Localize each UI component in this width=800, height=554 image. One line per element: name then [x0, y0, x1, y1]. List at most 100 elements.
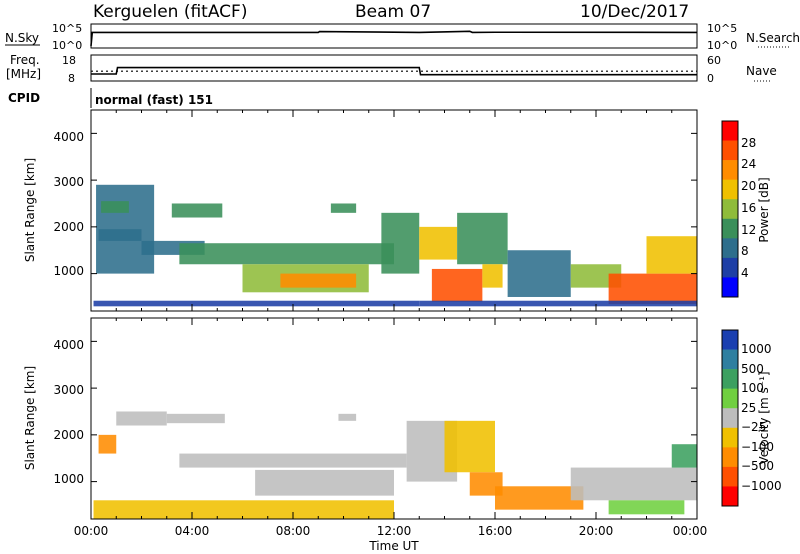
- velocity-scale-tick-m25: −25: [741, 420, 766, 434]
- nsky-tick-bottom: 10^0: [52, 39, 82, 52]
- freq-panel: Freq. [MHz] 18 8 60 0 Nave: [6, 53, 777, 85]
- freq-tick-top: 18: [62, 54, 76, 67]
- power-region-0: [93, 300, 420, 307]
- velocity-colorbar-step-3: [722, 388, 738, 409]
- x-axis-label: Time UT: [368, 539, 419, 553]
- power-region-13: [457, 212, 508, 265]
- power-ytick-4000: 4000: [53, 130, 84, 144]
- freq-label-1: Freq.: [10, 53, 40, 67]
- velocity-region-3: [166, 413, 225, 424]
- power-colorbar-step-4: [722, 199, 738, 220]
- velocity-colorbar-step-0: [722, 330, 738, 350]
- velocity-region-1: [98, 434, 117, 454]
- power-colorbar-step-7: [722, 257, 738, 278]
- power-region-19: [419, 300, 697, 307]
- power-region-11: [419, 226, 458, 260]
- nsearch-tick-top: 10^5: [707, 22, 737, 35]
- xtick-0400: 04:00: [175, 524, 210, 538]
- date-title: 10/Dec/2017: [580, 2, 689, 22]
- power-scale-tick-16: 16: [741, 201, 756, 215]
- velocity-region-5: [255, 469, 394, 496]
- power-ytick-1000: 1000: [53, 264, 84, 278]
- power-scale-tick-8: 8: [741, 244, 749, 258]
- velocity-ytick-4000: 4000: [53, 338, 84, 352]
- power-ytick-2000: 2000: [53, 220, 84, 234]
- power-scale-tick-24: 24: [741, 157, 756, 171]
- velocity-scale-tick-1000: 1000: [741, 342, 772, 356]
- velocity-scale-tick-500: 500: [741, 362, 764, 376]
- velocity-region-6: [338, 413, 357, 421]
- power-region-5: [171, 203, 223, 218]
- velocity-ylabel: Slant Range [km]: [23, 366, 37, 470]
- velocity-region-11: [570, 467, 697, 501]
- velocity-region-9: [469, 472, 503, 496]
- velocity-region-13: [671, 444, 697, 468]
- freq-label-2: [MHz]: [6, 67, 41, 81]
- power-region-2: [101, 201, 129, 213]
- station-title: Kerguelen (fitACF): [93, 2, 247, 22]
- power-ylabel: Slant Range [km]: [23, 158, 37, 262]
- velocity-scale-tick-m1000: −1000: [741, 479, 782, 493]
- nsearch-label: N.Search: [746, 31, 800, 45]
- power-scale-tick-12: 12: [741, 223, 756, 237]
- velocity-region-2: [116, 411, 167, 426]
- power-region-12: [431, 268, 483, 302]
- velocity-panel: Slant Range [km] 1000 2000 3000 4000: [23, 317, 698, 520]
- nave-tick-bottom: 0: [707, 72, 714, 85]
- beam-title: Beam 07: [355, 2, 431, 22]
- velocity-region-12: [608, 500, 685, 515]
- velocity-colorbar-step-4: [722, 408, 738, 429]
- velocity-region-8: [444, 420, 495, 473]
- power-colorbar-step-0: [722, 121, 738, 141]
- velocity-colorbar-step-2: [722, 369, 738, 389]
- velocity-colorbar: 1000 500 100 25 −25 −100 −500 −1000 Velo…: [721, 329, 782, 507]
- velocity-colorbar-step-7: [722, 466, 738, 487]
- power-colorbar-step-1: [722, 140, 738, 161]
- power-ytick-3000: 3000: [53, 175, 84, 189]
- xtick-0800: 08:00: [276, 524, 311, 538]
- velocity-region-10: [495, 486, 584, 510]
- velocity-colorbar-step-1: [722, 349, 738, 370]
- velocity-scale-tick-25: 25: [741, 401, 756, 415]
- nave-label: Nave: [746, 64, 777, 78]
- xtick-2400: 00:00: [673, 524, 708, 538]
- power-scale-tick-4: 4: [741, 266, 749, 280]
- velocity-ytick-1000: 1000: [53, 472, 84, 486]
- frequency-series-line: [91, 66, 697, 76]
- velocity-region-0: [93, 500, 395, 519]
- power-colorbar-step-2: [722, 160, 738, 180]
- power-colorbar: 28 24 20 16 12 8 4 Power [dB]: [721, 120, 771, 298]
- xtick-1600: 16:00: [478, 524, 513, 538]
- nsky-tick-top: 10^5: [52, 22, 82, 35]
- power-scale-label: Power [dB]: [757, 177, 771, 242]
- power-scale-tick-20: 20: [741, 179, 756, 193]
- power-colorbar-step-8: [722, 277, 738, 298]
- nsky-series-line: [90, 30, 698, 47]
- power-colorbar-step-3: [722, 179, 738, 200]
- power-region-1: [96, 184, 155, 274]
- freq-tick-bottom: 8: [68, 72, 75, 85]
- power-region-14: [482, 264, 503, 288]
- xtick-1200: 12:00: [377, 524, 412, 538]
- cpid-value: normal (fast) 151: [95, 93, 213, 107]
- power-region-10: [381, 212, 420, 274]
- power-region-17: [608, 273, 697, 304]
- power-region-6: [179, 243, 394, 265]
- velocity-colorbar-step-8: [722, 486, 738, 507]
- velocity-region-4: [179, 453, 407, 468]
- velocity-scale-label: Velocity [m s⁻¹]: [757, 371, 771, 464]
- power-panel: Slant Range [km] 1000 2000 3000 4000: [23, 109, 698, 312]
- power-region-8: [280, 273, 357, 288]
- nsearch-tick-bottom: 10^0: [707, 39, 737, 52]
- velocity-scale-tick-m100: −100: [741, 440, 774, 454]
- power-region-18: [646, 236, 697, 274]
- velocity-scale-tick-m500: −500: [741, 459, 774, 473]
- power-region-3: [98, 229, 142, 241]
- xtick-2000: 20:00: [579, 524, 614, 538]
- x-axis: 00:00 04:00 08:00 12:00 16:00 20:00 00:0…: [74, 524, 708, 553]
- xtick-0000: 00:00: [74, 524, 109, 538]
- velocity-colorbar-step-6: [722, 447, 738, 468]
- velocity-scale-tick-100: 100: [741, 381, 764, 395]
